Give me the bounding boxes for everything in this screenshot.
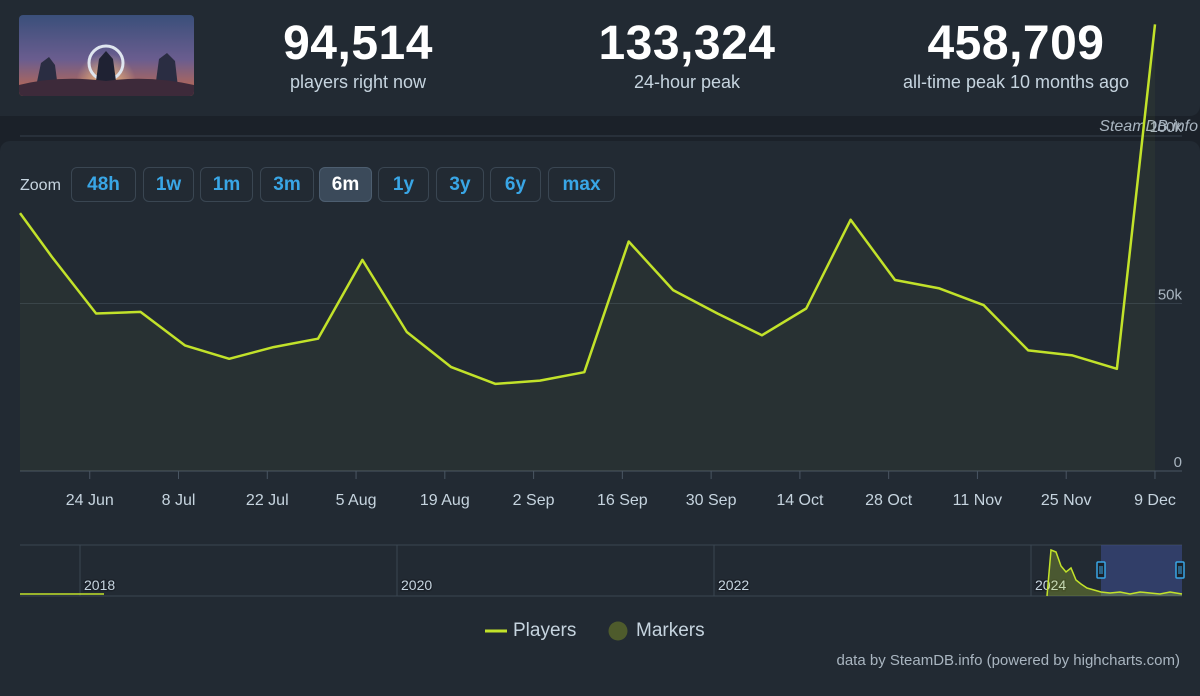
highcharts-credit[interactable]: data by SteamDB.info (powered by highcha… — [836, 652, 1181, 669]
game-thumbnail[interactable] — [19, 15, 194, 96]
current-players-label: players right now — [289, 72, 427, 92]
steamdb-credit-link[interactable]: SteamDB.info — [1099, 118, 1198, 135]
x-tick-label: 22 Jul — [246, 492, 289, 509]
y-tick-label: 100k — [1149, 119, 1182, 136]
navigator-handle-right[interactable] — [1175, 561, 1185, 579]
stats-header: 94,514 players right now 133,324 24-hour… — [0, 0, 1200, 116]
x-tick-label: 2 Sep — [513, 492, 555, 509]
stat-24h-peak: 133,324 24-hour peak — [577, 18, 797, 93]
x-tick-label: 19 Aug — [420, 492, 470, 509]
navigator-tick-label: 2022 — [718, 577, 749, 593]
legend-players[interactable]: Players — [485, 620, 576, 642]
x-tick-label: 8 Jul — [162, 492, 196, 509]
legend-markers-label: Markers — [636, 620, 705, 641]
navigator-handle-left[interactable] — [1096, 561, 1106, 579]
zoom-button-max[interactable]: max — [548, 167, 615, 202]
x-tick-label: 30 Sep — [686, 492, 737, 509]
navigator-tick-label: 2020 — [401, 577, 432, 593]
x-tick-label: 16 Sep — [597, 492, 648, 509]
x-tick-label: 5 Aug — [336, 492, 377, 509]
zoom-label: Zoom — [20, 177, 61, 194]
all-time-peak-label: all-time peak 10 months ago — [902, 72, 1130, 92]
game-cover-image — [19, 15, 194, 96]
zoom-button-3y[interactable]: 3y — [436, 167, 484, 202]
navigator-series-line — [1046, 548, 1183, 597]
stat-all-time-peak: 458,709 all-time peak 10 months ago — [876, 18, 1156, 93]
chart-panel — [0, 141, 1200, 696]
legend-markers[interactable]: Markers — [608, 620, 705, 642]
x-tick-label: 24 Jun — [66, 492, 114, 509]
zoom-button-48h[interactable]: 48h — [71, 167, 136, 202]
legend-markers-swatch-icon — [608, 621, 628, 641]
x-tick-label: 14 Oct — [776, 492, 824, 509]
legend-players-label: Players — [513, 620, 577, 641]
zoom-button-1m[interactable]: 1m — [200, 167, 253, 202]
x-tick-label: 11 Nov — [953, 492, 1003, 509]
navigator-selected-range — [1101, 545, 1182, 596]
navigator-tick-label: 2018 — [84, 577, 115, 593]
players-series-line — [18, 24, 1157, 386]
current-players-value: 94,514 — [283, 17, 433, 70]
zoom-button-6y[interactable]: 6y — [490, 167, 541, 202]
legend-players-swatch-icon — [485, 629, 507, 633]
zoom-button-6m[interactable]: 6m — [319, 167, 372, 202]
navigator-tick-label: 2024 — [1035, 577, 1066, 593]
x-tick-label: 28 Oct — [865, 492, 913, 509]
y-tick-label: 0 — [1174, 454, 1182, 471]
peak-24h-label: 24-hour peak — [633, 72, 741, 92]
y-tick-label: 50k — [1158, 287, 1183, 304]
peak-24h-value: 133,324 — [598, 17, 776, 70]
x-tick-label: 25 Nov — [1041, 492, 1092, 509]
all-time-peak-value: 458,709 — [927, 17, 1105, 70]
zoom-button-1w[interactable]: 1w — [143, 167, 194, 202]
zoom-button-1y[interactable]: 1y — [378, 167, 429, 202]
stat-current-players: 94,514 players right now — [258, 18, 458, 93]
players-series-area — [20, 24, 1155, 472]
zoom-button-3m[interactable]: 3m — [260, 167, 314, 202]
x-tick-label: 9 Dec — [1134, 492, 1176, 509]
